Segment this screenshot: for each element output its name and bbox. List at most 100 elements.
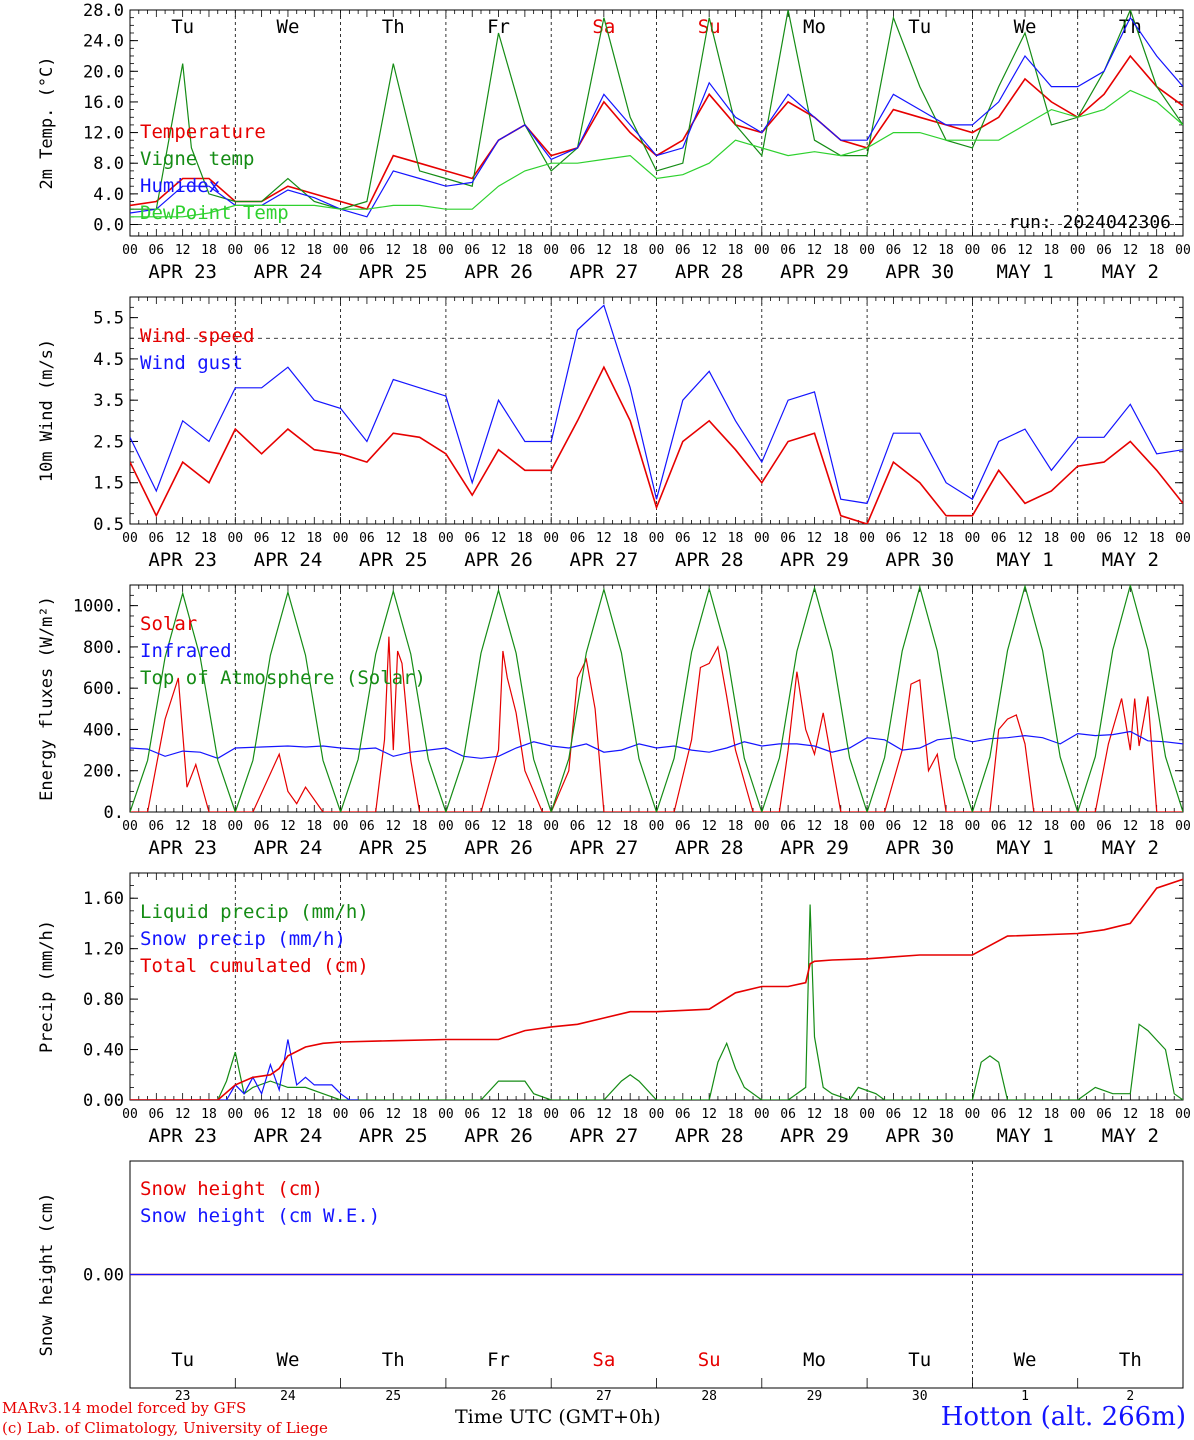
y-axis-label: 2m Temp. (°C): [37, 56, 57, 189]
hour-tick-label: 12: [912, 819, 928, 834]
y-axis-label: 10m Wind (m/s): [37, 339, 57, 482]
hour-tick-label: 00: [333, 819, 349, 834]
day-number-label: 1: [1021, 1389, 1029, 1404]
hour-tick-label: 06: [359, 1107, 375, 1122]
hour-tick-label: 00: [649, 531, 665, 546]
y-tick-label: 200.: [83, 762, 124, 782]
hour-tick-label: 06: [570, 531, 586, 546]
hour-tick-label: 00: [438, 243, 454, 258]
hour-tick-label: 00: [754, 531, 770, 546]
series-line: [130, 16, 1183, 218]
hour-tick-label: 00: [754, 819, 770, 834]
hour-tick-label: 12: [807, 243, 823, 258]
hour-tick-label: 18: [517, 819, 533, 834]
hour-tick-label: 00: [965, 819, 981, 834]
hour-tick-label: 06: [359, 243, 375, 258]
day-number-label: 26: [491, 1389, 507, 1404]
lab-credit: (c) Lab. of Climatology, University of L…: [2, 1419, 328, 1437]
hour-tick-label: 18: [1044, 1107, 1060, 1122]
y-axis-label: Energy fluxes (W/m²): [37, 596, 57, 801]
hour-tick-label: 00: [227, 819, 243, 834]
hour-tick-label: 18: [728, 1107, 744, 1122]
hour-tick-label: 18: [201, 819, 217, 834]
hour-tick-label: 18: [1044, 243, 1060, 258]
legend-entry: Solar: [140, 613, 197, 635]
hour-tick-label: 06: [991, 1107, 1007, 1122]
hour-tick-label: 00: [1175, 1107, 1191, 1122]
hour-tick-label: 06: [886, 1107, 902, 1122]
hour-tick-label: 00: [754, 1107, 770, 1122]
y-tick-label: 20.0: [83, 62, 124, 82]
hour-tick-label: 12: [596, 1107, 612, 1122]
date-label: APR 25: [359, 549, 428, 571]
y-tick-label: 0.0: [93, 216, 124, 236]
hour-tick-label: 00: [333, 1107, 349, 1122]
hour-tick-label: 18: [306, 243, 322, 258]
hour-tick-label: 06: [675, 1107, 691, 1122]
hour-tick-label: 06: [148, 819, 164, 834]
legend-entry: DewPoint Temp: [140, 202, 289, 224]
hour-tick-label: 12: [701, 819, 717, 834]
date-label: APR 26: [464, 549, 533, 571]
date-label: APR 29: [780, 837, 849, 859]
weekday-label: Su: [698, 1349, 721, 1371]
hour-tick-label: 12: [280, 1107, 296, 1122]
hour-tick-label: 12: [701, 243, 717, 258]
hour-tick-label: 00: [227, 531, 243, 546]
hour-tick-label: 06: [464, 819, 480, 834]
series-line: [130, 10, 1183, 210]
hour-tick-label: 00: [333, 243, 349, 258]
legend-entry: Wind gust: [140, 352, 243, 374]
hour-tick-label: 12: [1123, 1107, 1139, 1122]
hour-tick-label: 12: [807, 819, 823, 834]
date-label: APR 25: [359, 261, 428, 283]
date-label: APR 30: [885, 549, 954, 571]
hour-tick-label: 18: [201, 531, 217, 546]
hour-tick-label: 12: [1017, 243, 1033, 258]
hour-tick-label: 12: [280, 243, 296, 258]
panel-2: 0.5 1.5 2.5 3.5 4.5 5.5 10m Wind (m/s) 00 06 12 18…: [37, 296, 1191, 571]
hour-tick-label: 18: [938, 243, 954, 258]
hour-tick-label: 12: [491, 1107, 507, 1122]
date-label: APR 27: [570, 549, 639, 571]
hour-tick-label: 00: [543, 531, 559, 546]
y-tick-label: 2.5: [93, 432, 124, 452]
date-label: APR 28: [675, 837, 744, 859]
date-label: APR 23: [148, 549, 217, 571]
hour-tick-label: 12: [1017, 531, 1033, 546]
weekday-label: Th: [1119, 16, 1142, 38]
hour-tick-label: 12: [491, 243, 507, 258]
hour-tick-label: 00: [122, 819, 138, 834]
date-label: APR 26: [464, 261, 533, 283]
hour-tick-label: 12: [491, 819, 507, 834]
weekday-label: Sa: [592, 16, 615, 38]
y-axis-label: Precip (mm/h): [37, 920, 57, 1053]
legend-entry: Infrared: [140, 640, 232, 662]
panel-1: 0.0 4.0 8.0 12.0 16.0 20.0 24.0 28.0 2m Temp. (°…: [37, 1, 1191, 283]
y-tick-label: 1000.: [73, 597, 124, 617]
date-label: APR 29: [780, 1125, 849, 1147]
hour-tick-label: 00: [1070, 1107, 1086, 1122]
hour-tick-label: 06: [886, 531, 902, 546]
hour-tick-label: 18: [1044, 531, 1060, 546]
hour-tick-label: 06: [886, 243, 902, 258]
hour-tick-label: 06: [886, 819, 902, 834]
hour-tick-label: 00: [227, 243, 243, 258]
series-line: [130, 1039, 359, 1100]
weekday-label: Sa: [592, 1349, 615, 1371]
date-label: APR 27: [570, 837, 639, 859]
date-label: APR 28: [675, 1125, 744, 1147]
hour-tick-label: 18: [517, 531, 533, 546]
y-tick-label: 4.5: [93, 350, 124, 370]
hour-tick-label: 06: [359, 819, 375, 834]
hour-tick-label: 18: [938, 531, 954, 546]
date-label: APR 25: [359, 837, 428, 859]
hour-tick-label: 06: [1096, 531, 1112, 546]
y-tick-label: 600.: [83, 679, 124, 699]
weekday-label: Tu: [171, 1349, 194, 1371]
weekday-label: Mo: [803, 16, 826, 38]
y-tick-label: 24.0: [83, 32, 124, 52]
series-line: [130, 585, 1183, 812]
hour-tick-label: 12: [491, 531, 507, 546]
hour-tick-label: 18: [938, 819, 954, 834]
